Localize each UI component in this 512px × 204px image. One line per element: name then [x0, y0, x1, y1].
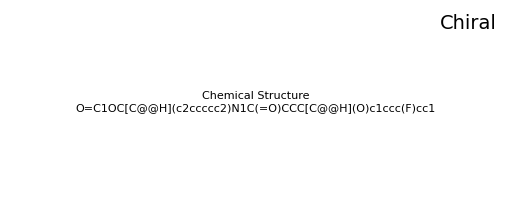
Text: Chiral: Chiral — [440, 14, 497, 33]
Text: Chemical Structure
O=C1OC[C@@H](c2ccccc2)N1C(=O)CCC[C@@H](O)c1ccc(F)cc1: Chemical Structure O=C1OC[C@@H](c2ccccc2… — [76, 91, 436, 113]
